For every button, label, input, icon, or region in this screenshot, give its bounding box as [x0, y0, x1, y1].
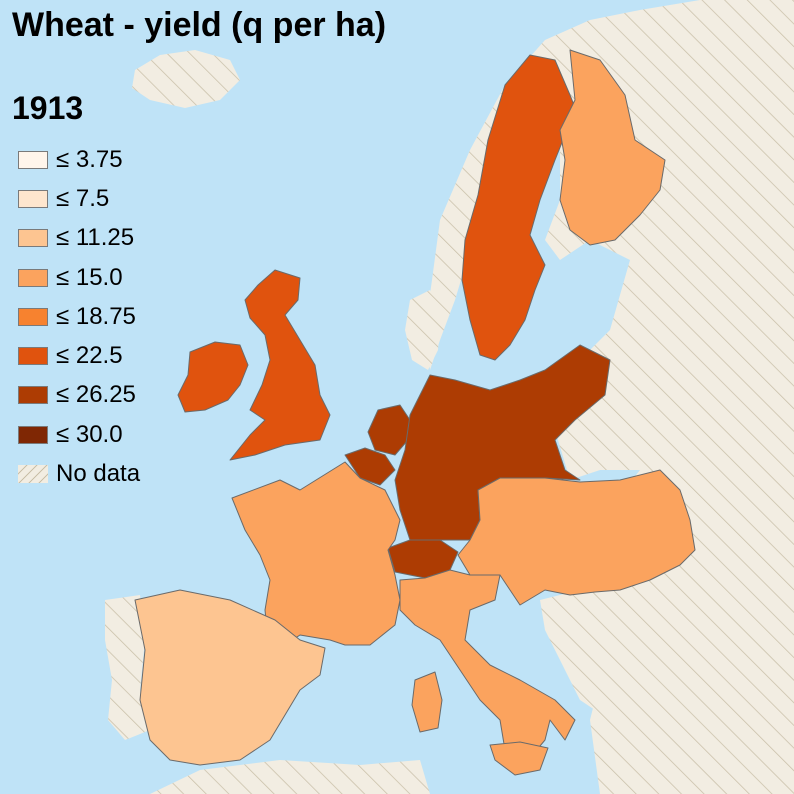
legend-label: ≤ 7.5	[56, 184, 110, 212]
legend-label: ≤ 22.5	[56, 342, 123, 370]
legend-swatch	[18, 347, 48, 366]
region-austria-hungary[interactable]	[457, 469, 696, 606]
legend-label: ≤ 3.75	[56, 145, 123, 173]
legend-item: ≤ 3.75	[18, 140, 140, 179]
region-united-kingdom[interactable]	[229, 269, 331, 461]
legend-label: ≤ 15.0	[56, 263, 123, 291]
countries	[134, 49, 696, 776]
legend-swatch	[18, 150, 48, 169]
region-germany[interactable]	[394, 344, 611, 541]
legend-swatch	[18, 268, 48, 287]
legend-swatch-no-data	[18, 465, 48, 484]
legend-item: ≤ 7.5	[18, 179, 140, 218]
region-netherlands[interactable]	[367, 404, 411, 456]
legend-item: ≤ 22.5	[18, 336, 140, 375]
legend-label: ≤ 18.75	[56, 302, 136, 330]
legend-item: ≤ 18.75	[18, 297, 140, 336]
legend-swatch	[18, 386, 48, 405]
legend-item: ≤ 26.25	[18, 376, 140, 415]
legend-item: ≤ 30.0	[18, 415, 140, 454]
legend: ≤ 3.75 ≤ 7.5 ≤ 11.25 ≤ 15.0 ≤ 18.75 ≤ 22…	[18, 140, 140, 494]
legend-label: ≤ 11.25	[56, 224, 135, 252]
region-italy-sicily[interactable]	[489, 741, 549, 776]
legend-swatch	[18, 189, 48, 208]
legend-item: ≤ 15.0	[18, 258, 140, 297]
region-spain[interactable]	[134, 589, 326, 766]
norway-russia-nodata	[425, 0, 794, 794]
iceland-nodata	[132, 50, 240, 108]
region-ireland[interactable]	[177, 341, 249, 413]
legend-label: ≤ 30.0	[56, 420, 123, 448]
region-italy-sardinia[interactable]	[411, 671, 443, 733]
map-title: Wheat - yield (q per ha)	[12, 6, 387, 44]
legend-swatch	[18, 229, 48, 248]
legend-swatch	[18, 307, 48, 326]
legend-swatch	[18, 425, 48, 444]
year-label: 1913	[12, 90, 84, 126]
portugal-nodata	[105, 595, 150, 740]
legend-item: ≤ 11.25	[18, 219, 140, 258]
region-finland[interactable]	[559, 49, 666, 246]
legend-label: ≤ 26.25	[56, 381, 136, 409]
region-france[interactable]	[231, 461, 401, 646]
no-data-land	[105, 0, 794, 794]
region-switzerland[interactable]	[387, 539, 459, 579]
denmark-nodata	[405, 290, 440, 370]
balkans-nodata	[540, 590, 650, 720]
region-italy[interactable]	[399, 569, 576, 771]
legend-label-no-data: No data	[56, 460, 141, 488]
north-africa-nodata	[150, 760, 430, 794]
legend-item-no-data: No data	[18, 454, 140, 493]
